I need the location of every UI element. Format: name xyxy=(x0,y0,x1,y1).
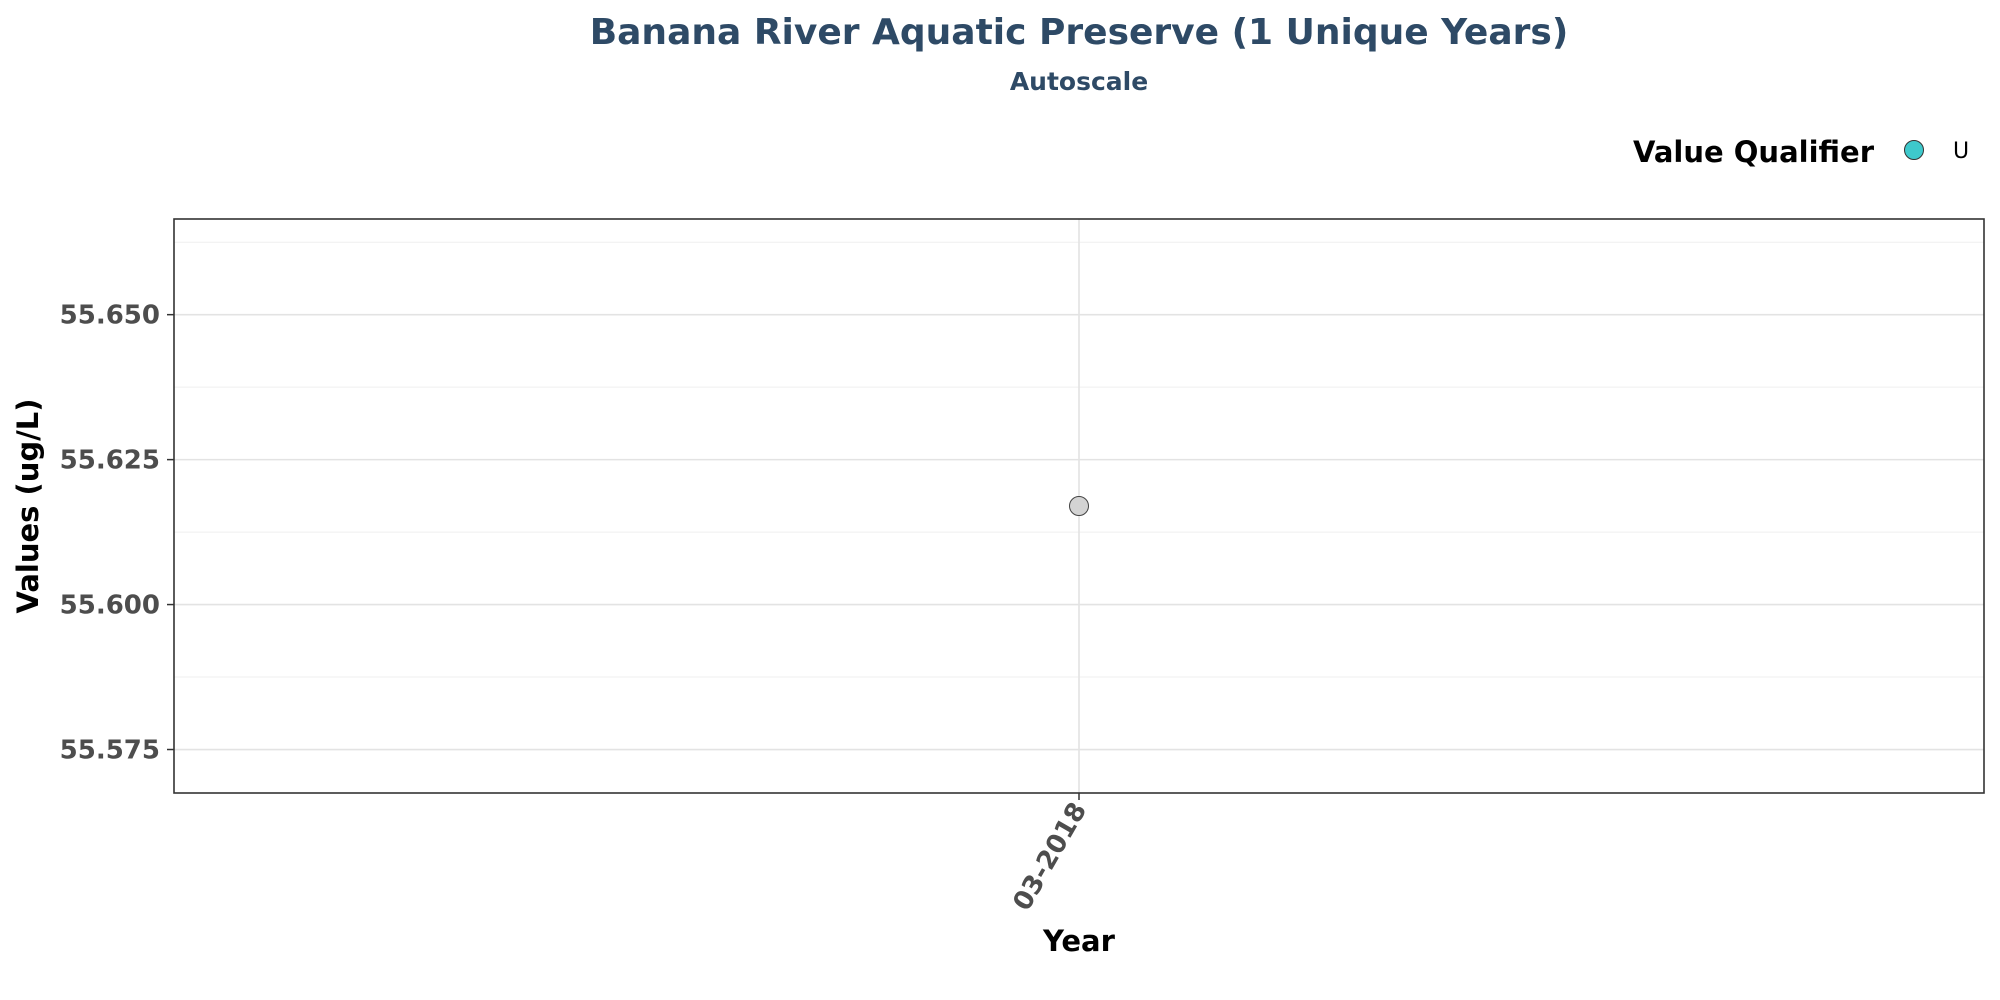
y-tick-label: 55.650 xyxy=(60,301,160,331)
legend-label-u: U xyxy=(1953,139,1969,164)
y-axis-title: Values (ug/L) xyxy=(11,398,45,613)
gridlines xyxy=(174,219,1984,793)
x-axis-title: Year xyxy=(1042,924,1116,958)
x-axis: 03-2018 xyxy=(1007,793,1093,916)
y-tick-label: 55.600 xyxy=(60,591,160,621)
legend-title: Value Qualifier xyxy=(1633,135,1875,169)
legend-marker-u xyxy=(1904,140,1924,160)
y-axis: 55.575 55.600 55.625 55.650 xyxy=(60,301,174,766)
chart-title: Banana River Aquatic Preserve (1 Unique … xyxy=(590,12,1569,53)
y-tick-label: 55.575 xyxy=(60,736,160,766)
data-points xyxy=(1069,496,1089,516)
legend: Value Qualifier U xyxy=(1633,135,1969,169)
data-point xyxy=(1069,496,1089,516)
y-tick-label: 55.625 xyxy=(60,446,160,476)
x-tick-label: 03-2018 xyxy=(1007,798,1093,916)
chart-subtitle: Autoscale xyxy=(1010,67,1148,96)
